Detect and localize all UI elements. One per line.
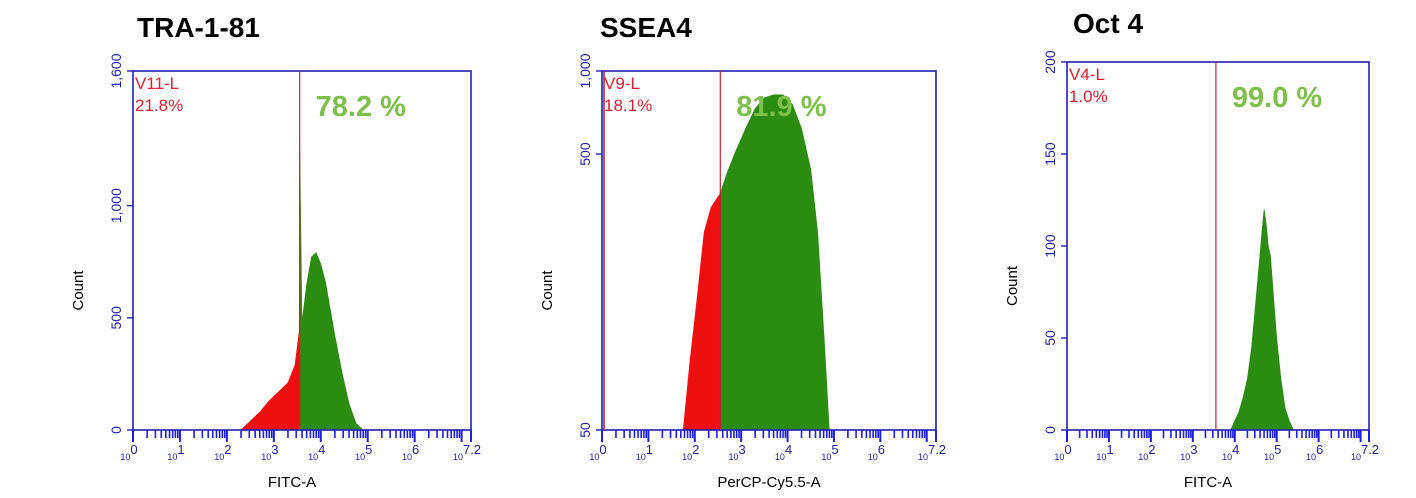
panel-title-tra-1-81: TRA-1-81 <box>137 12 260 43</box>
x-tick-label: 105 <box>821 442 838 462</box>
x-tick-label: 100 <box>589 442 606 462</box>
x-tick-label: 102 <box>214 442 231 462</box>
x-tick-label: 100 <box>120 442 137 462</box>
x-tick-label: 101 <box>1096 442 1113 462</box>
gate-name-label: V9-L <box>604 74 640 93</box>
x-tick-label: 104 <box>1222 442 1239 462</box>
gate-right-percent: 78.2 % <box>316 91 406 123</box>
x-tick-label: 104 <box>775 442 792 462</box>
y-tick-label: 100 <box>1042 234 1058 258</box>
x-tick-label: 102 <box>682 442 699 462</box>
histogram-negative-area <box>682 192 721 431</box>
x-tick-label: 106 <box>402 442 419 462</box>
chart-panel-3: V4-L 1.0% 99.0 % 0 50 100 150 200 Count 100 101 102… <box>1004 50 1379 491</box>
gate-name-label: V4-L <box>1069 65 1105 84</box>
y-tick-label: 500 <box>108 306 124 330</box>
y-axis-title: Count <box>1004 265 1021 306</box>
histogram-positive-area <box>299 140 364 431</box>
x-tick-label: 106 <box>868 442 885 462</box>
y-tick-label: 50 <box>577 422 593 438</box>
histogram-positive-area <box>1230 209 1294 431</box>
x-tick-label: 103 <box>729 442 746 462</box>
x-tick-label: 105 <box>1264 442 1281 462</box>
y-tick-label: 50 <box>1042 330 1058 346</box>
histogram-negative-area <box>240 140 300 431</box>
chart-panel-1: V11-L 21.8% 78.2 % 0 500 1,000 1,600 Count 100 10… <box>70 53 481 491</box>
y-tick-label: 200 <box>1042 50 1058 74</box>
x-tick-label: 107.2 <box>453 442 481 462</box>
y-tick-label: 1,000 <box>577 53 593 88</box>
x-tick-label: 101 <box>636 442 653 462</box>
y-tick-label: 500 <box>577 142 593 166</box>
histogram-positive-area <box>720 94 830 431</box>
x-tick-label: 101 <box>167 442 184 462</box>
x-axis-title: PerCP-Cy5.5-A <box>717 474 820 491</box>
x-tick-label: 103 <box>1180 442 1197 462</box>
x-tick-label: 105 <box>355 442 372 462</box>
x-tick-label: 107.2 <box>1351 442 1379 462</box>
y-tick-label: 0 <box>1042 426 1058 434</box>
y-axis-title: Count <box>539 270 556 311</box>
x-tick-label: 100 <box>1054 442 1071 462</box>
y-tick-label: 1,000 <box>108 188 124 223</box>
x-tick-label: 107.2 <box>918 442 946 462</box>
panel-title-oct4: Oct 4 <box>1073 8 1144 39</box>
chart-panel-2: V9-L 18.1% 81.9 % 50 500 1,000 Count 100 101 102 1… <box>539 53 946 491</box>
x-tick-label: 102 <box>1138 442 1155 462</box>
y-axis-title: Count <box>70 270 87 311</box>
gate-left-percent: 18.1% <box>604 96 652 115</box>
gate-right-percent: 99.0 % <box>1232 82 1322 114</box>
y-tick-label: 150 <box>1042 142 1058 166</box>
gate-left-percent: 1.0% <box>1069 87 1108 106</box>
panel-title-ssea4: SSEA4 <box>600 12 692 43</box>
plot-frame <box>1066 61 1370 431</box>
gate-left-percent: 21.8% <box>135 96 183 115</box>
y-tick-label: 0 <box>108 426 124 434</box>
x-axis-title: FITC-A <box>1184 474 1232 491</box>
y-tick-label: 1,600 <box>108 53 124 88</box>
x-tick-label: 104 <box>308 442 325 462</box>
x-tick-label: 103 <box>261 442 278 462</box>
x-axis-title: FITC-A <box>268 474 316 491</box>
gate-right-percent: 81.9 % <box>736 91 826 123</box>
gate-name-label: V11-L <box>135 74 179 93</box>
x-tick-label: 106 <box>1306 442 1323 462</box>
